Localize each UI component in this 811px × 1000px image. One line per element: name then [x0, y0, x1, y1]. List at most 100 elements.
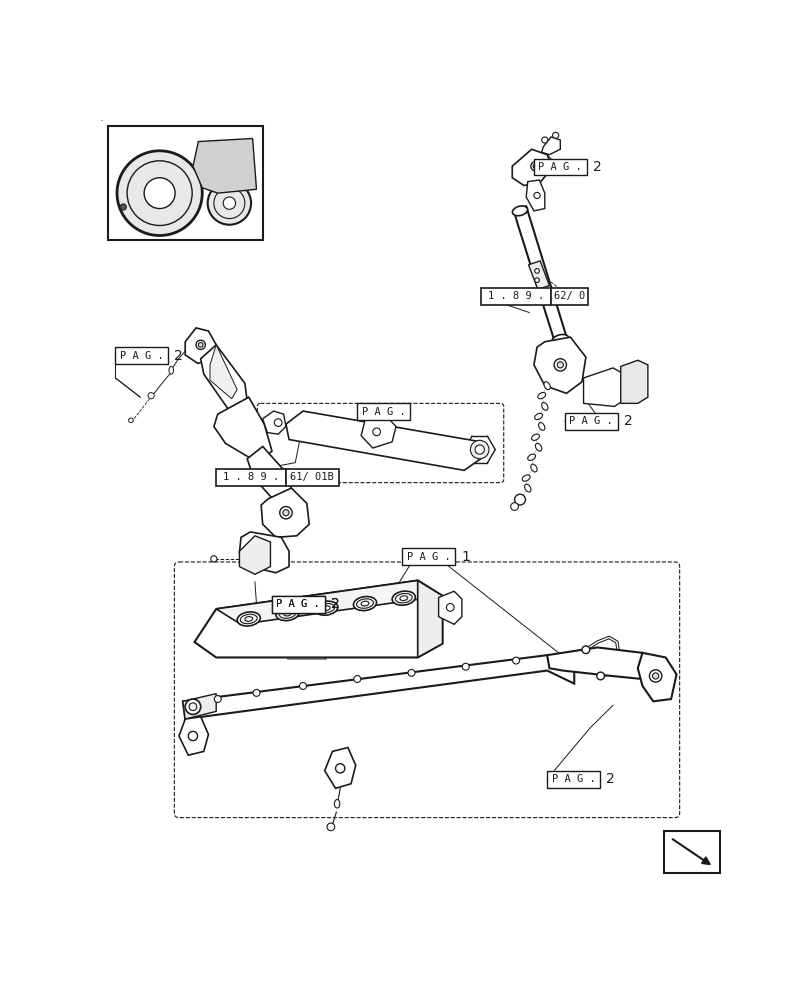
Circle shape — [198, 343, 203, 347]
Ellipse shape — [543, 382, 550, 390]
Text: 2: 2 — [331, 597, 339, 611]
Text: 1: 1 — [461, 550, 470, 564]
Circle shape — [280, 507, 292, 519]
Circle shape — [556, 362, 563, 368]
Ellipse shape — [541, 403, 547, 410]
Text: P A G .: P A G . — [361, 407, 405, 417]
Circle shape — [188, 731, 197, 741]
Circle shape — [461, 663, 469, 670]
Polygon shape — [534, 337, 586, 393]
Text: P A G .: P A G . — [276, 599, 320, 609]
Bar — [663, 831, 719, 873]
Bar — [401, 548, 454, 565]
Circle shape — [512, 657, 519, 664]
Ellipse shape — [399, 596, 407, 601]
Ellipse shape — [237, 612, 260, 626]
Circle shape — [208, 182, 251, 225]
Polygon shape — [210, 345, 237, 399]
Polygon shape — [239, 532, 289, 573]
Bar — [108, 126, 263, 240]
Circle shape — [534, 192, 539, 199]
Circle shape — [144, 178, 175, 209]
Polygon shape — [541, 137, 560, 155]
Ellipse shape — [283, 611, 291, 616]
Circle shape — [282, 510, 289, 516]
Circle shape — [510, 503, 517, 510]
Ellipse shape — [538, 423, 544, 430]
Text: P A G .: P A G . — [551, 774, 594, 784]
Text: 2: 2 — [623, 414, 632, 428]
Circle shape — [327, 823, 334, 831]
Bar — [534, 158, 586, 175]
Bar — [481, 288, 551, 305]
Ellipse shape — [317, 603, 334, 613]
Circle shape — [407, 669, 414, 676]
Ellipse shape — [276, 607, 298, 621]
Text: P A G .: P A G . — [276, 599, 320, 609]
Ellipse shape — [279, 609, 295, 618]
Circle shape — [553, 359, 566, 371]
Ellipse shape — [521, 475, 530, 481]
Circle shape — [117, 151, 202, 235]
Circle shape — [213, 188, 245, 219]
Bar — [285, 469, 338, 486]
Text: 61/ 01B: 61/ 01B — [290, 472, 334, 482]
Polygon shape — [216, 580, 442, 624]
Bar — [115, 347, 168, 364]
Polygon shape — [620, 360, 647, 403]
Circle shape — [533, 164, 537, 169]
Circle shape — [625, 379, 633, 387]
Ellipse shape — [392, 591, 414, 605]
Text: P A G .: P A G . — [120, 351, 164, 361]
Polygon shape — [361, 414, 396, 448]
Polygon shape — [324, 748, 355, 788]
Circle shape — [335, 764, 345, 773]
Polygon shape — [583, 368, 629, 406]
Polygon shape — [512, 149, 551, 185]
Ellipse shape — [361, 601, 368, 606]
Ellipse shape — [322, 606, 330, 611]
Ellipse shape — [356, 599, 373, 608]
Bar — [272, 596, 324, 613]
Ellipse shape — [245, 617, 252, 621]
Text: 2: 2 — [174, 349, 182, 363]
Circle shape — [541, 137, 547, 143]
Ellipse shape — [537, 393, 545, 399]
Ellipse shape — [534, 413, 542, 420]
Ellipse shape — [169, 366, 174, 374]
Circle shape — [581, 646, 589, 654]
Polygon shape — [182, 694, 216, 719]
Circle shape — [214, 696, 221, 703]
Circle shape — [211, 556, 217, 562]
Circle shape — [534, 269, 539, 273]
Text: 1 . 8 9 .: 1 . 8 9 . — [223, 472, 279, 482]
Text: 1 . 8 9 .: 1 . 8 9 . — [487, 291, 543, 301]
Circle shape — [596, 672, 603, 680]
Circle shape — [148, 393, 154, 399]
Polygon shape — [513, 206, 568, 347]
Text: P A G .: P A G . — [538, 162, 581, 172]
Ellipse shape — [524, 484, 530, 492]
Ellipse shape — [531, 434, 539, 440]
Circle shape — [274, 419, 281, 426]
Bar — [564, 413, 617, 430]
Bar — [547, 771, 599, 788]
Polygon shape — [528, 261, 549, 289]
Circle shape — [649, 670, 661, 682]
Ellipse shape — [530, 464, 536, 472]
Ellipse shape — [315, 601, 337, 615]
Polygon shape — [637, 653, 676, 701]
Circle shape — [299, 682, 306, 689]
Bar — [357, 403, 410, 420]
Text: 2: 2 — [605, 772, 614, 786]
Bar — [551, 288, 587, 305]
Circle shape — [127, 161, 192, 225]
Polygon shape — [200, 345, 247, 414]
Circle shape — [372, 428, 380, 436]
Polygon shape — [213, 397, 272, 463]
Circle shape — [470, 440, 488, 459]
Circle shape — [354, 676, 360, 682]
Ellipse shape — [334, 800, 339, 808]
Polygon shape — [417, 580, 442, 657]
Polygon shape — [526, 180, 544, 211]
